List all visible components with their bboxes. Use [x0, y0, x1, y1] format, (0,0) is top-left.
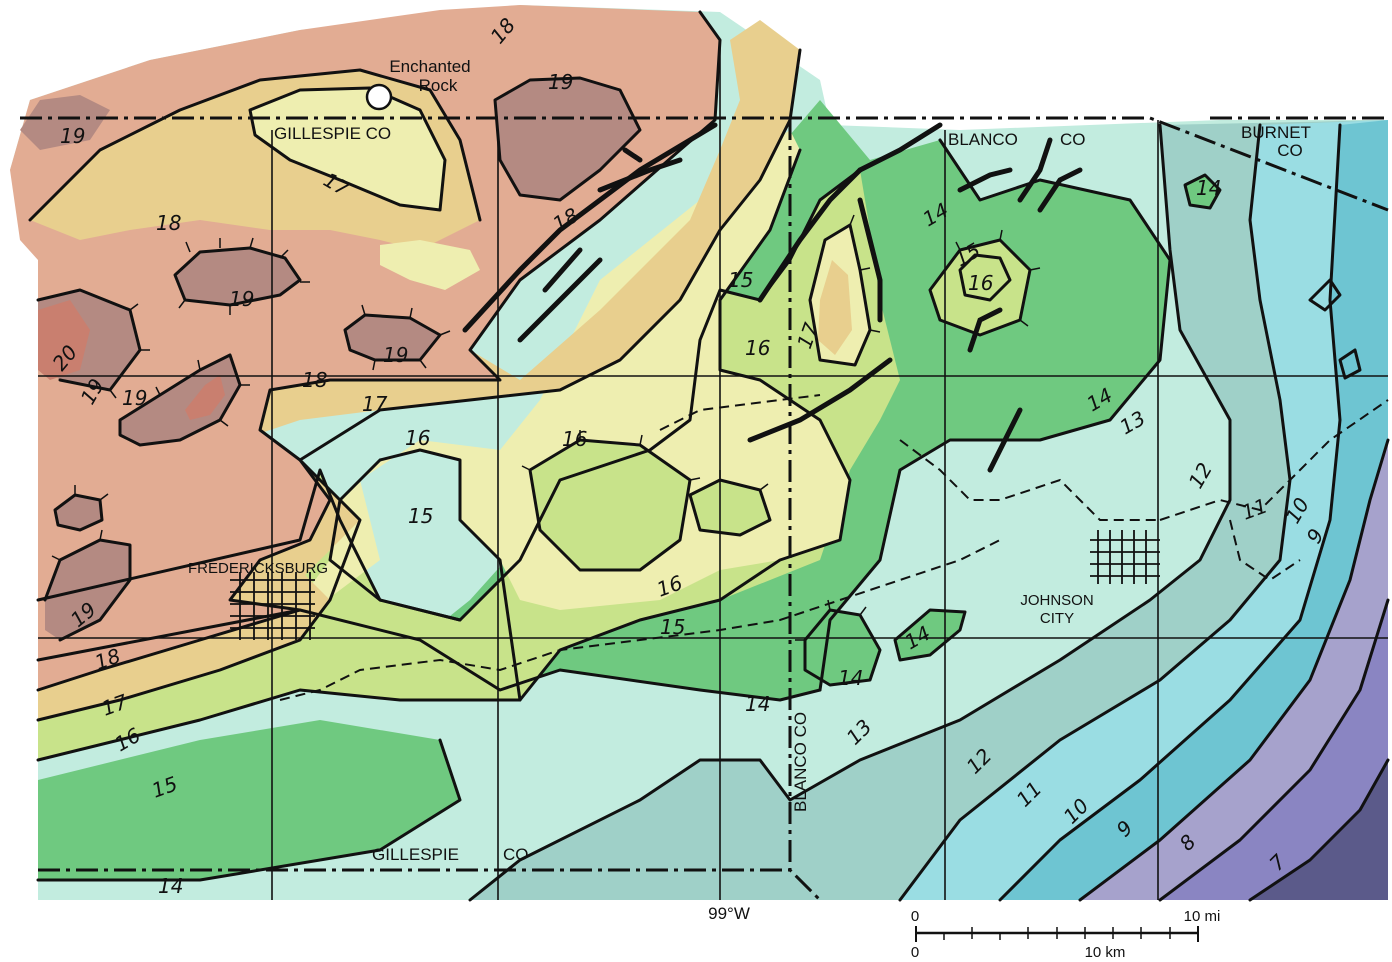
contour-label: 19	[383, 343, 408, 367]
bottom-margin	[0, 900, 1392, 962]
scale-bar: 0 10 mi 0 10 km	[911, 908, 1221, 961]
band-19-c	[120, 355, 240, 445]
burnet-co-label: CO	[1277, 141, 1303, 160]
contour-label: 18	[156, 211, 181, 235]
blanco-co-label-top: CO	[1060, 130, 1086, 149]
contour-lines	[28, 10, 1390, 902]
band-19-b	[345, 315, 440, 360]
hachures	[51, 214, 1041, 641]
contour-label: 19	[229, 287, 254, 311]
gillespie-co-label-top: GILLESPIE CO	[274, 124, 391, 143]
city-label: CITY	[1040, 610, 1074, 627]
band-16-small	[690, 480, 770, 535]
contour-label: 14	[1196, 176, 1221, 200]
band-16-center	[530, 440, 690, 570]
contour-label: 15	[728, 268, 753, 292]
contour-label: 16	[745, 336, 770, 360]
fredericksburg-label: FREDERICKSBURG	[188, 560, 328, 577]
contour-label: 14	[745, 692, 770, 716]
band-14	[38, 100, 1170, 700]
band-19-a	[175, 248, 300, 305]
band-14-patch2	[895, 610, 965, 660]
contour-label: 17	[362, 392, 388, 416]
band-7	[1250, 760, 1388, 900]
band-20-c	[185, 375, 225, 420]
band-16-blob	[380, 240, 480, 290]
johnson-city-town-grid	[1090, 530, 1160, 584]
faults	[462, 122, 1083, 473]
contour-label: 14	[158, 874, 183, 898]
blanco-co-vertical-label: BLANCO CO	[791, 712, 810, 812]
place-labels: Enchanted Rock GILLESPIE CO BLANCO CO BU…	[188, 57, 1311, 923]
drainage-lines	[279, 394, 1389, 701]
enchanted-rock-label-2: Rock	[419, 76, 458, 95]
enchanted-rock-marker[interactable]	[365, 83, 393, 111]
gillespie-co-label-bottom: CO	[503, 845, 529, 864]
johnson-label: JOHNSON	[1020, 592, 1093, 609]
elevation-bands	[0, 5, 1392, 962]
contour-label: 16	[968, 271, 993, 295]
contour-label: 16	[405, 426, 430, 450]
scale-miles-start: 0	[911, 908, 919, 925]
county-boundaries	[20, 116, 1389, 902]
blanco-label-top: BLANCO	[948, 130, 1018, 149]
scale-km-end: 10 km	[1085, 944, 1126, 961]
band-19-nw	[20, 95, 110, 150]
band-14-bottom	[38, 720, 460, 880]
contour-label: 14	[838, 666, 863, 690]
scale-miles-end: 10 mi	[1184, 908, 1221, 925]
band-19-north	[495, 78, 640, 200]
contour-label: 19	[60, 124, 85, 148]
burnet-label: BURNET	[1241, 123, 1311, 142]
contour-label: 15	[660, 615, 685, 639]
contour-label: 19	[548, 70, 573, 94]
band-8	[1160, 600, 1388, 900]
contour-label: 15	[408, 504, 433, 528]
band-15-east	[930, 240, 1030, 335]
band-19-d	[55, 495, 102, 530]
contour-label: 18	[302, 368, 327, 392]
band-17-small	[818, 260, 852, 355]
contour-label: 19	[122, 386, 147, 410]
scale-km-start: 0	[911, 944, 919, 961]
fredericksburg-town-grid	[230, 572, 315, 640]
band-20	[38, 300, 90, 380]
graticule	[38, 40, 1388, 900]
longitude-label: 99°W	[708, 904, 750, 923]
gillespie-label-bottom: GILLESPIE	[372, 845, 459, 864]
contour-label: 16	[562, 427, 587, 451]
enchanted-rock-label-1: Enchanted	[389, 57, 470, 76]
